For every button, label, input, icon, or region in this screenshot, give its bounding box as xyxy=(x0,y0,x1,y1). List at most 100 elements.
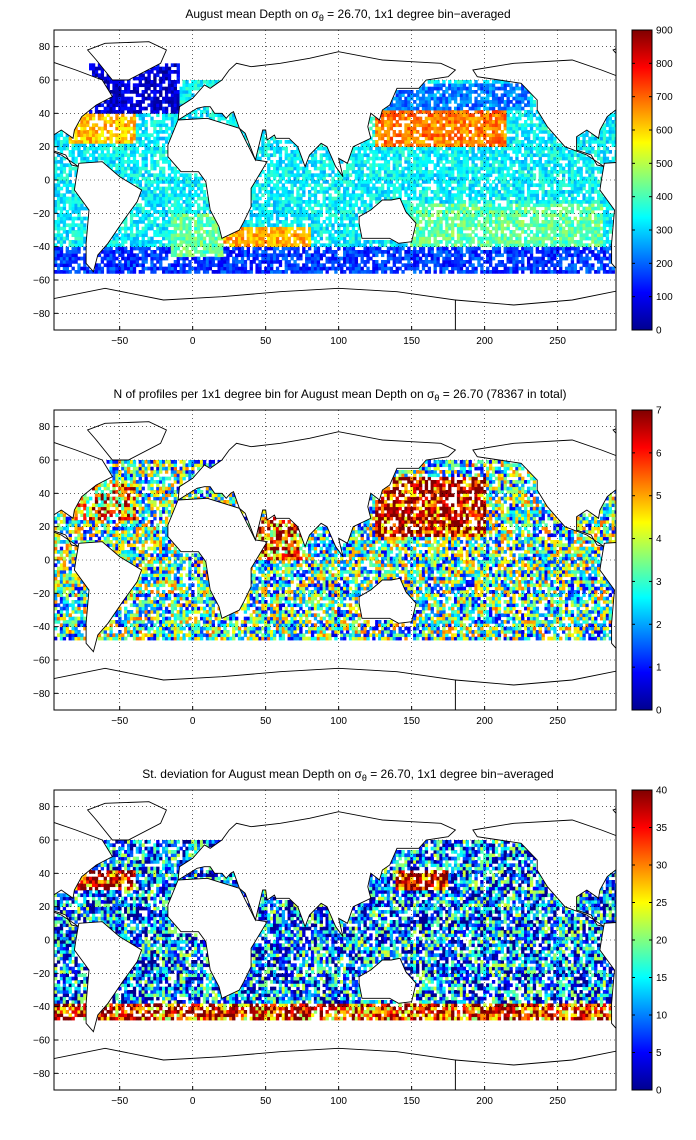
heatmap-cell xyxy=(59,173,64,178)
heatmap-cell xyxy=(442,246,446,251)
heatmap-cell xyxy=(153,153,157,158)
heatmap-cell xyxy=(395,170,399,174)
heatmap-cell xyxy=(156,203,160,208)
heatmap-cell xyxy=(316,233,321,238)
heatmap-cell xyxy=(65,210,69,214)
heatmap-cell xyxy=(176,246,180,251)
heatmap-cell xyxy=(348,240,353,244)
heatmap-cell xyxy=(477,166,481,171)
heatmap-cell xyxy=(343,256,347,261)
heatmap-cell xyxy=(68,173,72,178)
heatmap-cell xyxy=(319,266,323,271)
heatmap-cell xyxy=(541,210,545,214)
heatmap-cell xyxy=(421,143,426,148)
heatmap-cell xyxy=(310,173,315,178)
heatmap-cell xyxy=(141,140,145,144)
heatmap-cell xyxy=(135,223,140,228)
heatmap-cell xyxy=(471,220,475,224)
heatmap-cell xyxy=(468,170,472,174)
heatmap-cell xyxy=(246,223,251,228)
heatmap-cell xyxy=(418,183,423,188)
heatmap-cell xyxy=(491,193,496,198)
heatmap-cell xyxy=(462,253,467,258)
heatmap-cell xyxy=(369,190,373,194)
heatmap-cell xyxy=(541,150,545,154)
heatmap-cell xyxy=(68,253,72,258)
heatmap-cell xyxy=(272,136,277,141)
heatmap-cell xyxy=(448,233,452,238)
heatmap-cell xyxy=(582,260,586,264)
heatmap-cell xyxy=(404,243,408,248)
heatmap-cell xyxy=(526,193,531,198)
heatmap-cell xyxy=(173,270,178,274)
heatmap-cell xyxy=(354,256,359,261)
heatmap-cell xyxy=(65,250,69,254)
heatmap-cell xyxy=(334,203,338,208)
heatmap-cell xyxy=(541,230,545,234)
heatmap-cell xyxy=(500,186,504,191)
heatmap-cell xyxy=(345,200,350,204)
heatmap-cell xyxy=(597,140,601,144)
heatmap-cell xyxy=(576,160,580,164)
heatmap-cell xyxy=(436,160,440,164)
heatmap-cell xyxy=(518,223,522,228)
heatmap-cell xyxy=(591,196,595,201)
heatmap-cell xyxy=(512,223,516,228)
heatmap-cell xyxy=(112,233,116,238)
heatmap-cell xyxy=(351,146,356,151)
heatmap-cell xyxy=(474,183,478,188)
heatmap-cell xyxy=(465,266,469,271)
heatmap-cell xyxy=(471,166,475,171)
heatmap-cell xyxy=(494,216,499,221)
heatmap-cell xyxy=(456,226,461,231)
heatmap-cell xyxy=(348,203,353,208)
heatmap-cell xyxy=(594,220,598,224)
heatmap-cell xyxy=(529,200,534,204)
heatmap-cell xyxy=(564,266,569,271)
heatmap-cell xyxy=(331,263,335,268)
heatmap-cell xyxy=(147,146,151,151)
heatmap-cell xyxy=(605,230,610,234)
heatmap-cell xyxy=(506,226,510,231)
heatmap-cell xyxy=(278,140,283,144)
heatmap-cell xyxy=(307,176,312,181)
heatmap-cell xyxy=(535,243,540,248)
heatmap-cell xyxy=(153,266,157,271)
heatmap-cell xyxy=(129,180,134,184)
heatmap-cell xyxy=(366,240,370,244)
heatmap-cell xyxy=(503,183,507,188)
heatmap-cell xyxy=(331,166,335,171)
heatmap-cell xyxy=(515,150,519,154)
heatmap-cell xyxy=(348,216,353,221)
heatmap-cell xyxy=(515,190,519,194)
heatmap-cell xyxy=(477,236,481,241)
heatmap-cell xyxy=(264,270,268,274)
heatmap-cell xyxy=(65,246,69,251)
heatmap-cell xyxy=(351,170,356,174)
heatmap-cell xyxy=(226,256,230,261)
heatmap-cell xyxy=(497,216,502,221)
heatmap-cell xyxy=(453,156,458,161)
heatmap-cell xyxy=(235,270,239,274)
heatmap-cell xyxy=(229,270,233,274)
heatmap-cell xyxy=(421,213,426,218)
heatmap-cell xyxy=(489,170,493,174)
heatmap-cell xyxy=(217,246,221,251)
heatmap-cell xyxy=(150,173,154,178)
heatmap-cell xyxy=(451,170,455,174)
heatmap-cell xyxy=(465,166,469,171)
heatmap-cell xyxy=(258,213,262,218)
heatmap-cell xyxy=(433,193,437,198)
heatmap-cell xyxy=(383,243,388,248)
heatmap-cell xyxy=(383,196,388,201)
heatmap-cell xyxy=(202,213,207,218)
heatmap-cell xyxy=(135,203,140,208)
heatmap-cell xyxy=(129,170,134,174)
heatmap-cell xyxy=(153,150,157,154)
heatmap-cell xyxy=(135,256,140,261)
heatmap-cell xyxy=(468,240,472,244)
heatmap-cell xyxy=(494,156,499,161)
heatmap-cell xyxy=(299,213,303,218)
heatmap-cell xyxy=(480,176,484,181)
heatmap-cell xyxy=(281,243,286,248)
